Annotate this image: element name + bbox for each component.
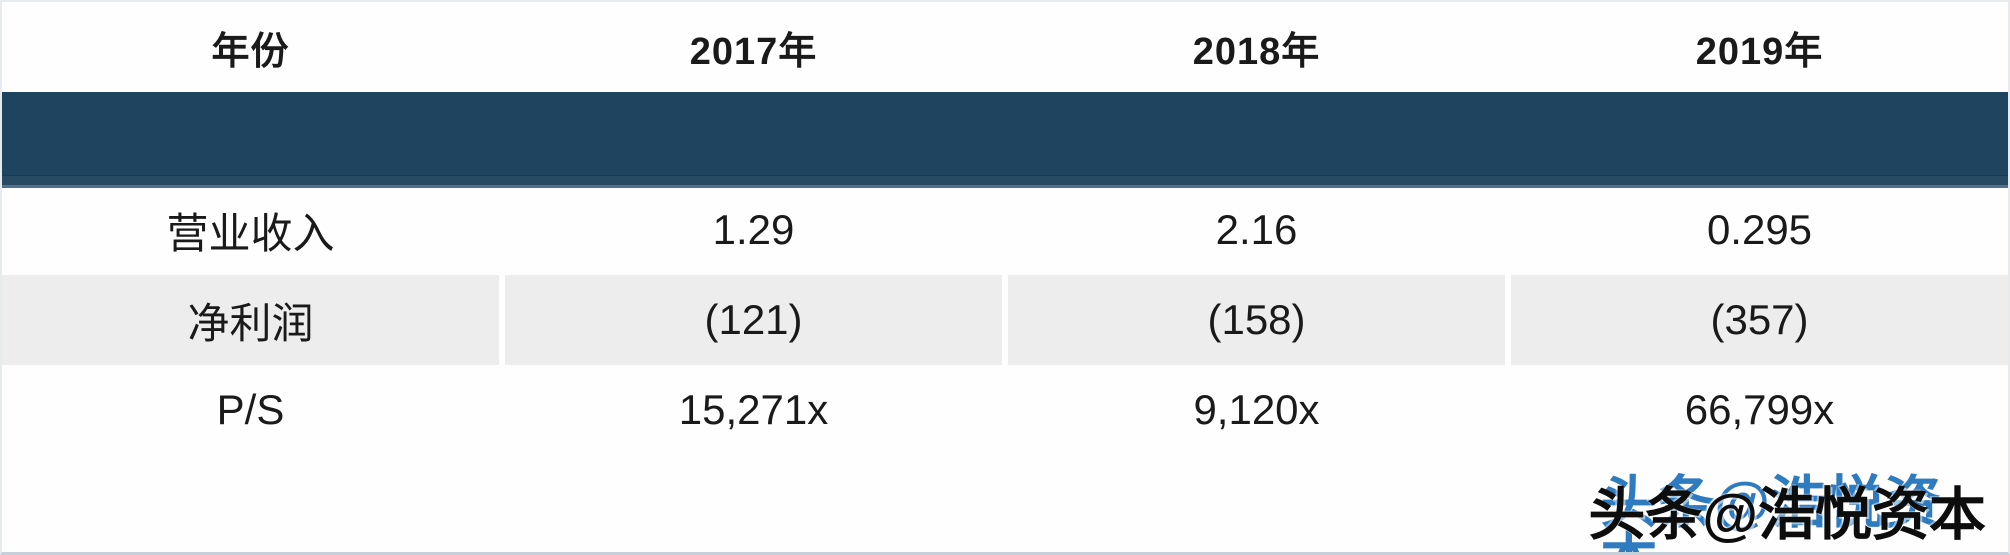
row-label: P/S <box>216 386 285 433</box>
table-row-revenue: 营业收入 1.29 2.16 0.295 <box>2 185 2008 275</box>
row-label: 净利润 <box>2 275 499 365</box>
row-label: 营业收入 <box>166 209 335 257</box>
watermark-black-layer: 头条@浩悦资本 <box>1588 483 1986 547</box>
column-header-2017: 2017年 <box>689 30 818 73</box>
toutiao-watermark: 头条@浩悦资本 头条@浩悦资本 <box>1588 475 1986 553</box>
cell-value: (158) <box>1008 275 1505 365</box>
cell-value: (357) <box>1511 275 2008 365</box>
cell-value: 1.29 <box>712 206 795 253</box>
column-header-2018: 2018年 <box>1192 30 1321 73</box>
table-header-row: 年份 2017年 2018年 2019年 <box>2 2 2008 92</box>
footer-area: 头条@浩悦资本 头条@浩悦资本 <box>2 455 2008 553</box>
cell-value: 15,271x <box>678 386 829 433</box>
column-header-2019: 2019年 <box>1695 30 1824 73</box>
table-row-ps-ratio: P/S 15,271x 9,120x 66,799x <box>2 365 2008 455</box>
cell-value: 0.295 <box>1706 206 1813 253</box>
cell-value: (121) <box>505 275 1002 365</box>
column-header-year: 年份 <box>211 30 290 73</box>
table-row-net-profit: 净利润 (121) (158) (357) <box>2 275 2008 365</box>
cell-value: 2.16 <box>1215 206 1298 253</box>
cell-value: 66,799x <box>1684 386 1835 433</box>
watermark-blue-layer: 头条@浩悦资本 <box>1600 471 1941 553</box>
divider-band <box>2 92 2008 185</box>
cell-value: 9,120x <box>1193 386 1320 433</box>
